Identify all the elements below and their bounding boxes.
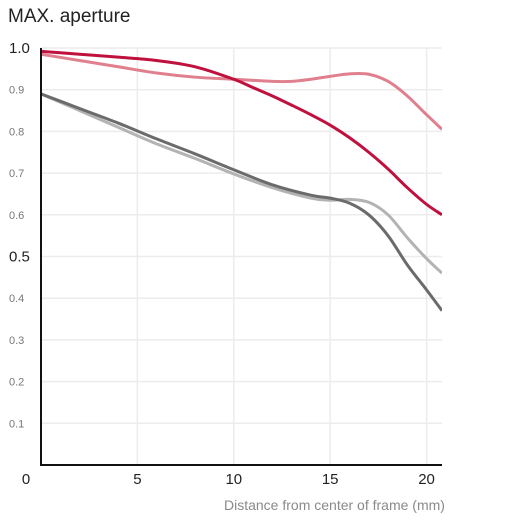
y-tick-label: 0.3 [9,335,24,347]
y-tick-label: 0.5 [9,249,30,266]
y-tick-label: 0.7 [9,168,24,180]
axes [40,48,442,466]
x-tick-label: 0 [22,471,30,488]
y-tick-label: 0.9 [9,85,24,97]
series-line-4 [41,92,442,312]
x-tick-label: 15 [322,471,339,488]
y-tick-label: 1.0 [9,40,30,57]
y-tick-label: 0.6 [9,210,24,222]
x-tick-label: 10 [225,471,242,488]
series-line-3 [41,92,442,275]
y-tick-label: 0.4 [9,293,24,305]
y-tick-label: 0.2 [9,377,24,389]
x-axis-label: Distance from center of frame (mm) [224,497,445,513]
y-tick-label: 0.1 [9,418,24,430]
series-lines [41,49,442,312]
grid [41,47,442,465]
chart-title: MAX. aperture [8,6,131,27]
x-tick-label: 5 [133,471,141,488]
y-tick-label: 0.8 [9,126,24,138]
series-line-1 [41,52,442,131]
tick-labels: 0.1 0.2 0.3 0.4 0.5 0.6 0.7 0.8 0.9 1.0 0 5 10 15 20 [9,40,435,488]
x-tick-label: 20 [418,471,435,488]
series-line-2 [41,49,442,217]
